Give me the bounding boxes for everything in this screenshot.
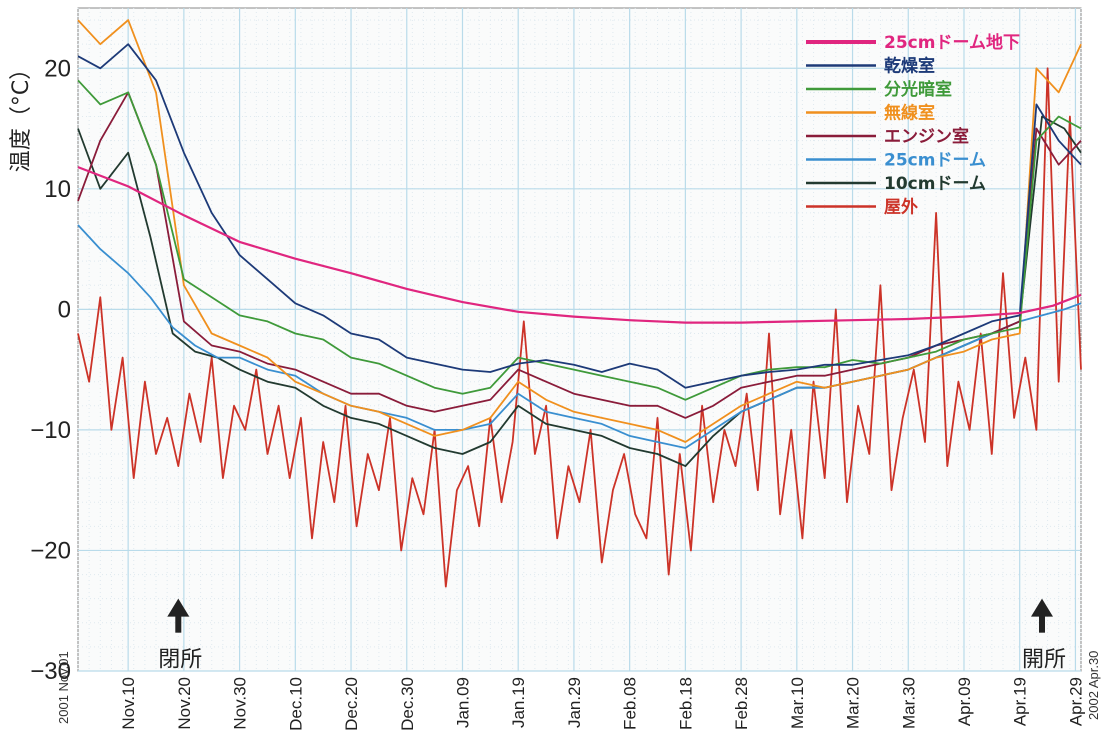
x-tick-label: Dec.20 <box>342 677 361 731</box>
x-start-label: 2001 Nov.01 <box>56 651 71 724</box>
x-tick-label: Nov.20 <box>175 677 194 730</box>
x-tick-label: Jan.19 <box>509 677 528 728</box>
legend-label: 10cmドーム <box>884 174 986 194</box>
x-axis: Nov.10 Nov.20 Nov.30 Dec.10 Dec.20 Dec.30 Jan.… <box>119 677 1085 731</box>
series-line <box>77 79 1082 401</box>
y-tick-label: −10 <box>30 417 71 444</box>
series-line <box>77 67 1082 588</box>
x-tick-label: Feb.28 <box>732 677 751 730</box>
legend-label: 無線室 <box>884 103 935 124</box>
x-tick-label: Dec.30 <box>398 677 417 731</box>
y-tick-label: −30 <box>30 658 71 685</box>
annotation-arrow-shaft <box>1038 615 1045 633</box>
x-tick-label: Jan.09 <box>453 677 472 728</box>
annotation-arrow-head <box>1030 598 1053 617</box>
x-tick-label: Mar.10 <box>788 677 807 729</box>
x-tick-label: Apr.29 <box>1066 677 1085 726</box>
y-tick-label: 0 <box>58 296 71 323</box>
x-tick-label: Jan.29 <box>565 677 584 728</box>
annotations: 閉所 開所 <box>158 598 1066 673</box>
annotation-label: 開所 <box>1022 648 1066 673</box>
annotation-arrow-shaft <box>175 615 182 633</box>
series-line <box>77 43 1082 389</box>
x-tick-label: Dec.10 <box>286 677 305 731</box>
y-tick-label: 20 <box>44 55 71 82</box>
y-axis: 20 10 0 −10 −20 −30 <box>30 55 71 685</box>
x-tick-label: Feb.18 <box>676 677 695 730</box>
series-line <box>77 166 1082 324</box>
legend-label: 分光暗室 <box>884 79 952 100</box>
series-layer <box>77 19 1082 588</box>
series-line <box>77 19 1082 443</box>
legend-label: 乾燥室 <box>884 56 935 77</box>
grid-minor <box>77 8 1082 672</box>
y-axis-label: 温度（°C） <box>9 58 34 172</box>
x-tick-label: Feb.08 <box>621 677 640 730</box>
x-tick-label: Nov.30 <box>231 677 250 730</box>
annotation-label: 閉所 <box>158 648 202 673</box>
y-tick-label: 10 <box>44 176 71 203</box>
x-tick-label: Apr.09 <box>955 677 974 726</box>
legend-label: 25cmドーム地下 <box>884 32 1020 53</box>
x-tick-label: Apr.19 <box>1011 677 1030 726</box>
legend-label: 25cmドーム <box>884 151 986 171</box>
x-tick-label: Mar.20 <box>844 677 863 729</box>
x-end-label: 2002 Apr.30 <box>1086 651 1101 720</box>
x-tick-label: Nov.10 <box>119 677 138 730</box>
y-tick-label: −20 <box>30 537 71 564</box>
legend-label: エンジン室 <box>884 126 969 147</box>
annotation-arrow-head <box>167 598 190 617</box>
legend-label: 屋外 <box>884 197 918 218</box>
x-tick-label: Mar.30 <box>899 677 918 729</box>
plot-frame-group <box>77 7 1082 672</box>
